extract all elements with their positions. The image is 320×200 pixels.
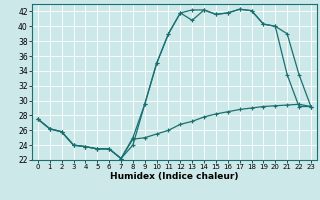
X-axis label: Humidex (Indice chaleur): Humidex (Indice chaleur)	[110, 172, 239, 181]
